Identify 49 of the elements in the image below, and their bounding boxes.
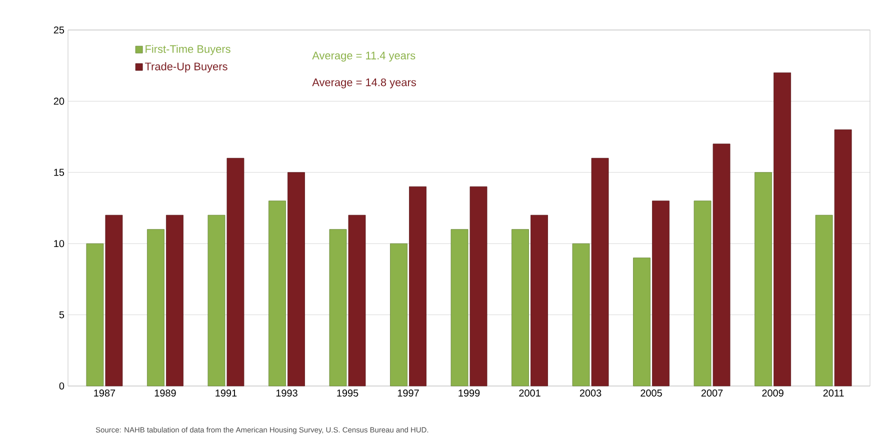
bar	[105, 214, 123, 386]
bar	[694, 200, 712, 386]
x-tick-label: 1989	[154, 390, 176, 397]
x-tick-label: 1991	[216, 390, 237, 397]
x-tick-label: 2005	[640, 390, 662, 397]
bar	[652, 200, 670, 386]
y-tick-label: 10	[54, 240, 64, 248]
bar	[288, 172, 305, 386]
bar	[166, 214, 184, 386]
bar	[226, 158, 244, 386]
bar	[512, 229, 529, 386]
bar	[86, 243, 104, 386]
x-tick-label: 2007	[701, 390, 723, 397]
bar	[572, 243, 590, 386]
y-tick-label: 5	[59, 311, 64, 318]
bar	[815, 214, 833, 386]
annotation: Average = 11.4 years	[312, 52, 416, 62]
x-tick-label: 2009	[762, 390, 784, 397]
y-tick-label: 15	[54, 168, 64, 176]
x-tick-label: 1997	[398, 390, 419, 397]
bar	[754, 172, 772, 386]
x-tick-label: 2011	[823, 390, 844, 397]
y-tick-label: 20	[54, 98, 64, 105]
y-tick-label: 25	[54, 26, 64, 34]
bar	[834, 129, 852, 386]
x-tick-label: 2001	[519, 390, 540, 397]
x-tick-label: 1993	[276, 390, 298, 397]
x-tick-label: 1987	[94, 390, 116, 397]
bar	[530, 214, 548, 386]
bar	[633, 258, 650, 386]
annotation: Average = 14.8 years	[312, 78, 416, 88]
bar	[450, 229, 468, 386]
bar	[147, 229, 164, 386]
bar	[208, 214, 226, 386]
legend-label: Trade-Up Buyers	[144, 62, 228, 72]
bar	[470, 186, 488, 386]
x-tick-label: 1995	[337, 390, 358, 397]
x-tick-label: 1999	[458, 390, 480, 397]
bar	[774, 72, 791, 386]
bar	[268, 200, 286, 386]
x-tick-label: 2003	[580, 390, 602, 397]
bar	[591, 158, 609, 386]
bar	[390, 243, 408, 386]
bar	[712, 144, 730, 386]
legend-label: First-Time Buyers	[146, 44, 230, 56]
y-tick-label: 0	[59, 382, 64, 390]
bar	[329, 229, 347, 386]
bar	[409, 186, 426, 386]
bar	[348, 214, 366, 386]
